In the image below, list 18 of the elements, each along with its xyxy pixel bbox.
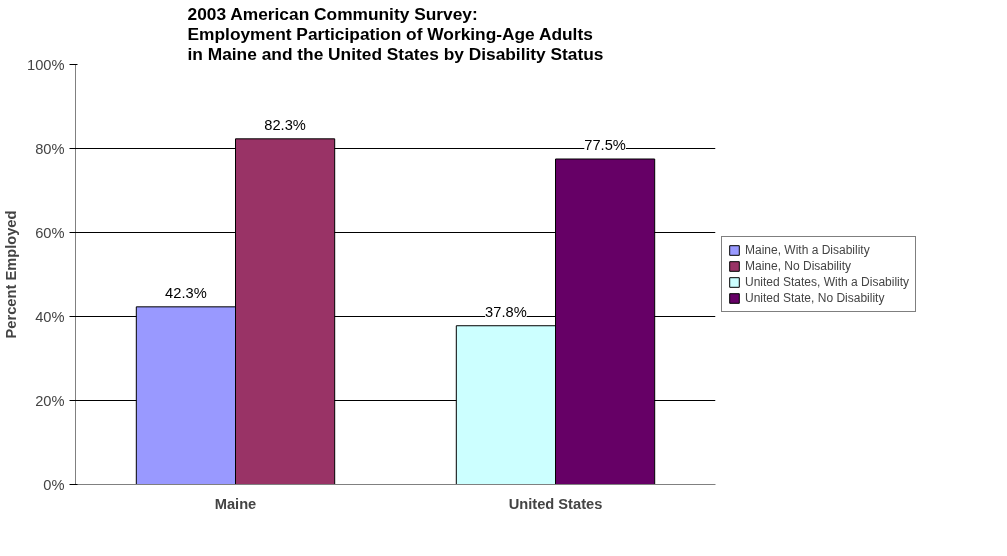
y-tick-label: 100% bbox=[27, 56, 65, 73]
legend-label: Maine, With a Disability bbox=[745, 243, 870, 257]
y-tick-label: 0% bbox=[43, 476, 65, 493]
legend-label: Maine, No Disability bbox=[745, 259, 852, 273]
data-label: 82.3% bbox=[264, 116, 306, 133]
y-axis-title: Percent Employed bbox=[3, 210, 20, 339]
y-tick-label: 40% bbox=[35, 308, 65, 325]
y-tick-label: 20% bbox=[35, 392, 65, 409]
y-tick-label: 60% bbox=[35, 224, 65, 241]
data-label: 42.3% bbox=[165, 284, 207, 301]
x-tick-label: Maine bbox=[214, 495, 257, 512]
y-tick-label: 80% bbox=[35, 140, 65, 157]
chart-title: 2003 American Community Survey: Employment Participation of Working-Age Adults in Maine and the United States by Disability Status bbox=[187, 3, 604, 64]
data-label: 77.5% bbox=[584, 137, 626, 153]
legend-label: United State, No Disability bbox=[745, 291, 885, 305]
x-tick-label: United States bbox=[508, 495, 603, 512]
legend-label: United States, With a Disability bbox=[745, 275, 910, 289]
data-label: 37.8% bbox=[485, 303, 527, 320]
